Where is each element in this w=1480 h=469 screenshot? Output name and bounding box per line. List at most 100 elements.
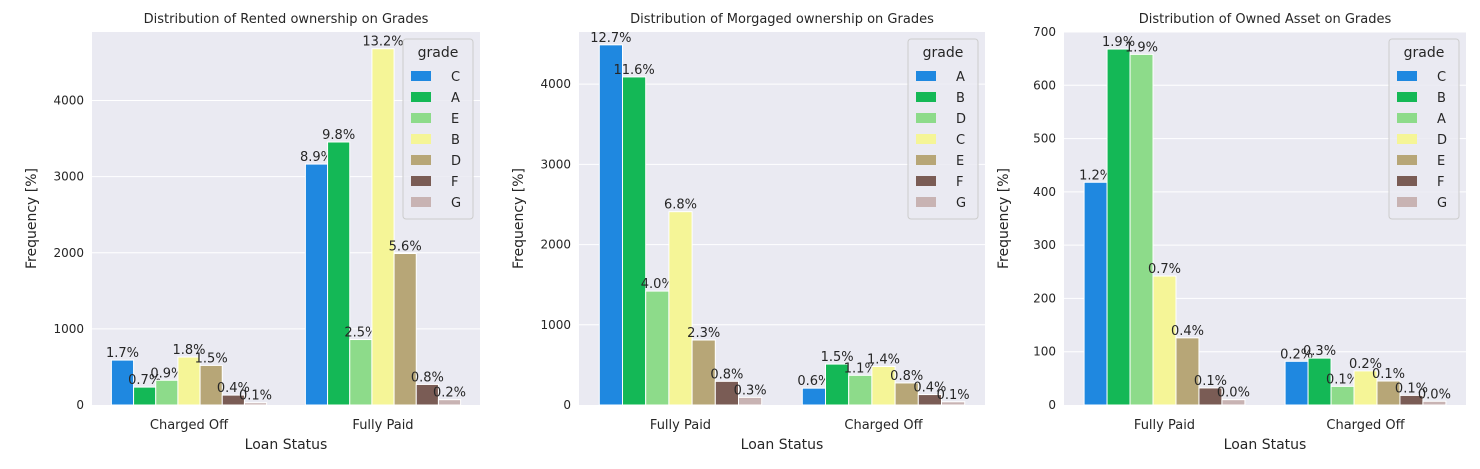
data-label: 1.4% <box>867 352 900 367</box>
y-tick-label: 3000 <box>53 170 84 184</box>
bar <box>1376 380 1401 406</box>
legend-title: grade <box>923 45 964 61</box>
data-label: 13.2% <box>362 35 403 50</box>
legend-swatch <box>411 197 431 207</box>
legend-label: C <box>956 133 965 148</box>
data-label: 0.8% <box>411 370 444 385</box>
data-label: 2.5% <box>344 326 377 341</box>
legend-swatch <box>916 134 936 144</box>
legend-swatch <box>1397 71 1417 81</box>
legend-label: B <box>1437 91 1446 106</box>
y-tick-label: 400 <box>1033 185 1056 199</box>
chart-panel-1: 0 1000 2000 3000 4000 1.7% 8.9% 0.7% 9.8% 0.9% 2.5… <box>24 12 480 453</box>
data-label: 9.8% <box>322 128 355 143</box>
x-tick-label: Fully Paid <box>1134 418 1195 433</box>
bar <box>371 48 395 406</box>
bar <box>133 386 157 406</box>
data-label: 1.2% <box>1079 168 1112 183</box>
data-label: 0.6% <box>797 374 830 389</box>
legend-label: D <box>1437 133 1447 148</box>
data-label: 1.5% <box>821 350 854 365</box>
bar <box>848 374 873 406</box>
bar <box>714 380 739 406</box>
legend-swatch <box>411 134 431 144</box>
data-label: 0.4% <box>217 381 250 396</box>
y-tick-label: 2000 <box>540 238 571 252</box>
data-label: 4.0% <box>641 277 674 292</box>
x-tick-label: Charged Off <box>844 418 923 433</box>
bar <box>1422 400 1447 406</box>
legend-label: G <box>1437 196 1447 211</box>
bar <box>1152 275 1177 406</box>
bar <box>1106 48 1131 406</box>
bar <box>155 379 179 406</box>
legend-label: A <box>956 70 965 85</box>
data-label: 0.8% <box>710 367 743 382</box>
x-axis-label: Loan Status <box>245 437 328 453</box>
legend-label: A <box>1437 112 1446 127</box>
data-label: 8.9% <box>300 150 333 165</box>
bar <box>437 399 462 406</box>
bar <box>622 76 647 406</box>
y-axis-label: Frequency [%] <box>511 168 527 269</box>
bar <box>738 396 763 406</box>
data-label: 0.4% <box>913 381 946 396</box>
bar <box>327 141 351 406</box>
data-label: 1.9% <box>1125 40 1158 55</box>
data-label: 0.0% <box>1217 386 1250 401</box>
chart-title: Distribution of Morgaged ownership on Gr… <box>630 12 934 27</box>
data-label: 0.1% <box>1395 381 1428 396</box>
y-tick-label: 500 <box>1033 132 1056 146</box>
bar <box>304 163 329 406</box>
bar <box>598 44 623 406</box>
y-tick-label: 300 <box>1033 238 1056 252</box>
bar <box>1307 357 1332 406</box>
legend-swatch <box>411 92 431 102</box>
data-label: 0.7% <box>128 373 161 388</box>
legend-swatch <box>411 176 431 186</box>
y-tick-label: 100 <box>1033 345 1056 359</box>
data-label: 0.1% <box>1194 374 1227 389</box>
data-label: 0.0% <box>1418 387 1451 402</box>
bar <box>1399 394 1424 406</box>
legend-swatch <box>1397 197 1417 207</box>
legend-label: F <box>956 175 963 190</box>
data-label: 0.2% <box>1349 357 1382 372</box>
legend-swatch <box>1397 92 1417 102</box>
legend-swatch <box>411 155 431 165</box>
legend-label: C <box>1437 70 1446 85</box>
y-tick-label: 4000 <box>53 94 84 108</box>
bar <box>941 401 966 406</box>
y-axis-label: Frequency [%] <box>996 168 1012 269</box>
legend-label: G <box>956 196 966 211</box>
bar <box>243 402 268 406</box>
bar <box>894 382 919 406</box>
legend-label: D <box>956 112 966 127</box>
legend-swatch <box>916 176 936 186</box>
chart-panel-2: 0 1000 2000 3000 4000 12.7% 0.6% 11.6% 1.5% 4.0% 1… <box>511 12 985 453</box>
legend-label: E <box>1437 154 1445 169</box>
data-label: 0.8% <box>890 369 923 384</box>
y-tick-label: 0 <box>563 398 571 412</box>
data-label: 0.9% <box>150 366 183 381</box>
legend-label: E <box>451 112 459 127</box>
legend-swatch <box>916 155 936 165</box>
data-label: 1.5% <box>195 351 228 366</box>
data-label: 0.3% <box>734 383 767 398</box>
legend-box <box>1388 38 1460 220</box>
legend-swatch <box>1397 113 1417 123</box>
bar <box>1330 385 1355 406</box>
x-tick-label: Charged Off <box>150 418 229 433</box>
data-label: 1.1% <box>844 361 877 376</box>
bar <box>110 359 135 406</box>
y-tick-label: 0 <box>1048 398 1056 412</box>
legend-swatch <box>411 113 431 123</box>
legend-label: D <box>451 154 461 169</box>
legend-label: A <box>451 91 460 106</box>
legend-label: G <box>451 196 461 211</box>
chart-panel-3: 0 100 200 300 400 500 600 700 1.2% 0.2% 1.9% 0.3% 1.… <box>996 12 1466 453</box>
bar <box>1221 399 1246 406</box>
bar <box>668 211 693 406</box>
